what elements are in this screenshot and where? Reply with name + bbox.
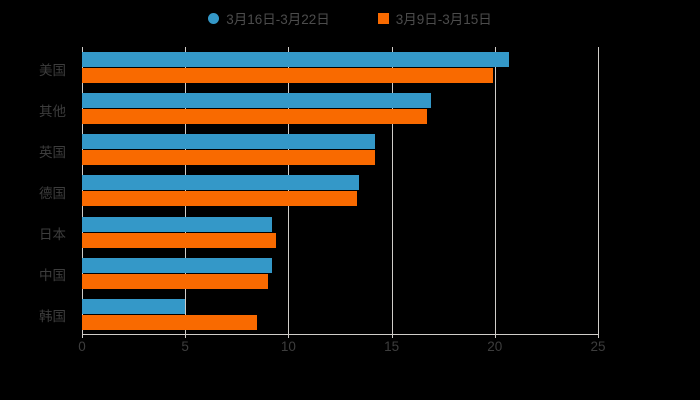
circle-marker-icon [208, 12, 220, 24]
x-axis-tick-mark [288, 333, 290, 338]
bar-row [82, 88, 598, 129]
bar-row [82, 294, 598, 335]
bar-series-b[interactable] [82, 314, 258, 330]
x-axis-tick-mark [494, 333, 496, 338]
bar-series-a[interactable] [82, 257, 272, 273]
bar-row [82, 47, 598, 88]
x-axis-tick-label-3: 15 [384, 339, 400, 354]
bar-series-b[interactable] [82, 232, 277, 248]
bar-series-a[interactable] [82, 175, 359, 191]
gridline [598, 47, 599, 335]
x-axis-tick-mark [598, 333, 599, 338]
y-axis-label-3: 德国 [39, 186, 66, 201]
legend-item-series-b[interactable]: 3月9日-3月15日 [377, 8, 492, 28]
bar-series-b[interactable] [82, 109, 427, 125]
bar-series-a[interactable] [82, 134, 376, 150]
bar-series-a[interactable] [82, 298, 186, 314]
y-axis-line [82, 47, 83, 335]
plot-area [82, 47, 599, 335]
legend-label-series-a: 3月16日-3月22日 [226, 12, 330, 27]
bar-row [82, 212, 598, 253]
x-axis-tick-label-2: 10 [280, 339, 296, 354]
y-axis-label-1: 其他 [39, 103, 66, 119]
bar-series-b[interactable] [82, 150, 376, 166]
x-axis-tick-label-1: 5 [181, 339, 189, 354]
gridline [288, 47, 290, 335]
x-axis-tick-mark [391, 333, 393, 338]
y-axis-label-2: 英国 [39, 144, 66, 160]
bar-series-a[interactable] [82, 216, 272, 232]
bar-series-a[interactable] [82, 93, 431, 109]
bar-series-b[interactable] [82, 191, 357, 207]
x-axis-tick-labels: 0 5 10 15 20 25 [78, 333, 606, 358]
bar-series-a[interactable] [82, 52, 510, 67]
y-axis-label-0: 美国 [39, 62, 66, 78]
bar-row [82, 170, 598, 211]
x-axis-tick-label-4: 20 [487, 339, 503, 354]
chart-legend: 3月16日-3月22日 3月9日-3月15日 [0, 8, 700, 28]
bar-series-b[interactable] [82, 68, 493, 83]
y-axis-label-4: 日本 [39, 227, 66, 243]
legend-item-series-a[interactable]: 3月16日-3月22日 [208, 8, 330, 28]
x-axis-tick-mark [82, 333, 83, 338]
x-axis-tick-label-5: 25 [590, 339, 606, 354]
bar-series-b[interactable] [82, 273, 268, 289]
gridline [185, 47, 187, 335]
gridline [391, 47, 393, 335]
bar-row [82, 253, 598, 294]
x-axis-line [82, 334, 598, 335]
legend-label-series-b: 3月9日-3月15日 [395, 12, 492, 27]
x-axis-tick-mark [185, 333, 187, 338]
y-axis-category-labels: 美国其他英国德国日本中国韩国 [0, 47, 76, 335]
y-axis-label-6: 韩国 [39, 309, 66, 325]
x-axis-tick-label-0: 0 [78, 339, 86, 354]
y-axis-label-5: 中国 [39, 268, 66, 284]
bar-row [82, 129, 598, 170]
gridline [494, 47, 496, 335]
bar-rows [82, 47, 598, 335]
square-marker-icon [377, 12, 389, 24]
